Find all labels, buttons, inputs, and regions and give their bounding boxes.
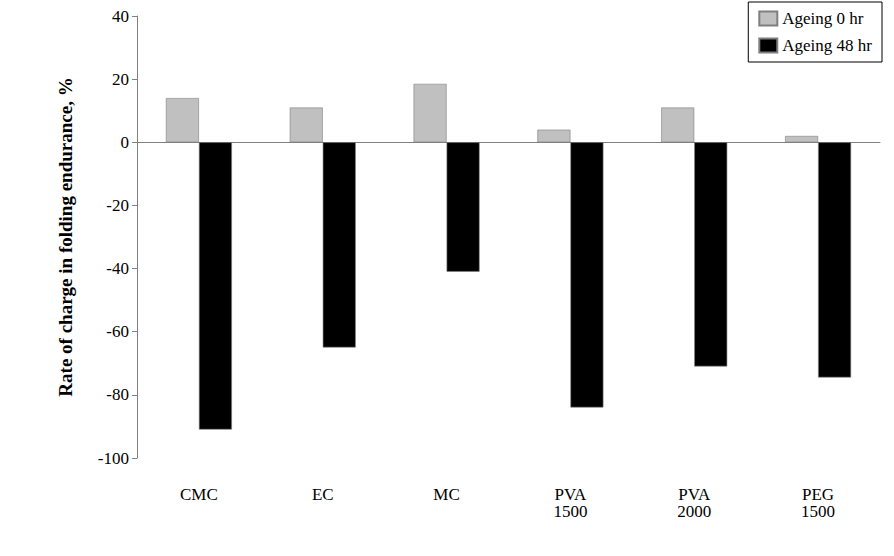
svg-text:-20: -20	[106, 196, 129, 215]
svg-text:0: 0	[121, 133, 130, 152]
svg-text:CMC: CMC	[180, 485, 218, 504]
svg-text:-60: -60	[106, 322, 129, 341]
svg-text:Ageing 48 hr: Ageing 48 hr	[782, 36, 872, 55]
svg-text:2000: 2000	[677, 502, 711, 521]
svg-text:EC: EC	[312, 485, 334, 504]
svg-text:PVA: PVA	[678, 485, 711, 504]
svg-text:1500: 1500	[801, 502, 835, 521]
svg-text:1500: 1500	[553, 502, 587, 521]
svg-text:-100: -100	[98, 449, 129, 468]
svg-text:40: 40	[112, 7, 129, 26]
svg-text:-80: -80	[106, 385, 129, 404]
svg-text:Ageing 0 hr: Ageing 0 hr	[782, 9, 864, 28]
svg-text:Rate of charge in folding endu: Rate of charge in folding endurance, %	[55, 77, 76, 396]
svg-text:-40: -40	[106, 259, 129, 278]
svg-text:PVA: PVA	[554, 485, 587, 504]
svg-text:MC: MC	[433, 485, 459, 504]
svg-text:20: 20	[112, 70, 129, 89]
svg-text:PEG: PEG	[802, 485, 835, 504]
